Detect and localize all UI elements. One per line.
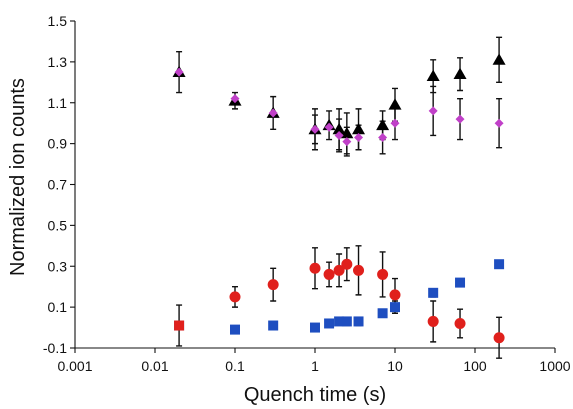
x-tick-label: 0.1: [225, 358, 245, 374]
axes: 0.001 0.01 0.1 1 10 100 1000 -0.1 0.1 0.3 0.5 0.7 0.…: [43, 13, 571, 374]
x-tick-label: 0.01: [141, 358, 168, 374]
y-tick-label: -0.1: [43, 340, 67, 356]
diamond-point: [342, 137, 352, 147]
diamond-point: [455, 114, 465, 124]
circle-point: [353, 264, 365, 276]
x-tick-label: 0.001: [57, 358, 92, 374]
triangle-point: [426, 69, 440, 82]
x-tick-label: 1000: [539, 358, 570, 374]
square-point: [455, 277, 466, 288]
diamond-point: [354, 132, 364, 142]
diamond-point: [428, 106, 438, 116]
triangle-point: [332, 122, 346, 135]
square-point: [324, 318, 335, 329]
triangle-point: [388, 98, 402, 110]
x-tick-label: 100: [463, 358, 487, 374]
triangle-point: [376, 118, 390, 131]
square-point: [334, 316, 345, 327]
data-marks: [172, 53, 506, 344]
diamond-point: [378, 132, 388, 142]
diamond-point: [334, 130, 344, 140]
triangle-point: [340, 126, 354, 139]
square-point: [494, 259, 505, 270]
circle-point: [493, 332, 505, 344]
square-point: [268, 320, 279, 331]
square-point: [310, 322, 320, 333]
x-tick-label: 1: [311, 358, 319, 374]
diamond-point: [324, 122, 334, 132]
diamond-point: [230, 94, 240, 104]
x-tick-label: 10: [387, 358, 403, 374]
circle-point: [267, 279, 279, 291]
square-point: [341, 316, 352, 327]
diamond-point: [310, 124, 320, 134]
circle-point: [427, 315, 439, 327]
triangle-point: [492, 53, 506, 65]
y-tick-label: 0.5: [48, 217, 68, 233]
diamond-point: [494, 118, 504, 128]
y-tick-label: 0.7: [48, 177, 68, 193]
y-tick-label: 1.5: [48, 13, 68, 29]
error-bars: [176, 36, 503, 359]
circle-point: [323, 268, 335, 280]
square-point: [353, 316, 364, 327]
square-point: [390, 302, 400, 313]
square-point: [230, 324, 240, 335]
circle-point: [229, 291, 241, 303]
triangle-point: [352, 122, 366, 135]
diamond-point: [268, 108, 278, 118]
circle-point: [454, 317, 466, 329]
x-axis-title: Quench time (s): [244, 384, 386, 406]
diamond-point: [390, 118, 400, 128]
y-tick-label: 0.1: [48, 299, 68, 315]
y-tick-label: 1.3: [48, 54, 68, 70]
diamond-point: [174, 67, 184, 77]
circle-point: [377, 268, 389, 280]
y-tick-label: 1.1: [48, 95, 68, 111]
y-axis-title: Normalized ion counts: [7, 78, 29, 276]
circle-point: [333, 264, 345, 276]
y-tick-label: 0.3: [48, 258, 68, 274]
circle-point: [309, 262, 321, 274]
square-point: [428, 287, 439, 298]
y-tick-label: 0.9: [48, 136, 68, 152]
circle-point: [389, 289, 401, 301]
circle-point: [341, 258, 353, 270]
square-point: [174, 320, 185, 331]
triangle-point: [453, 67, 467, 80]
square-point: [377, 308, 388, 319]
